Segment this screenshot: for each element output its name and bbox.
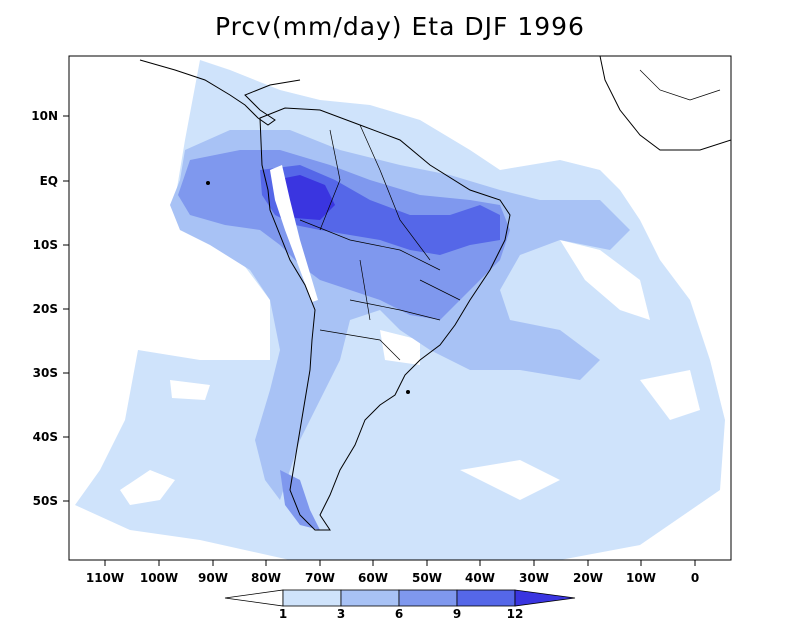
x-tick: 70W [305, 560, 335, 585]
map-title: Prcv(mm/day) Eta DJF 1996 [215, 12, 585, 41]
y-tick: 50S [33, 494, 69, 508]
y-tick: 20S [33, 302, 69, 316]
colorbar-segment [398, 589, 458, 607]
y-tick: 30S [33, 366, 69, 380]
x-tick-label: 50W [412, 571, 442, 585]
y-tick-label: EQ [40, 174, 58, 188]
africa-coastline [599, 56, 731, 151]
y-tick-label: 40S [33, 430, 58, 444]
central-america-coastline [139, 59, 301, 126]
galapagos-marker [206, 181, 210, 185]
x-tick: 110W [86, 560, 124, 585]
colorbar-segment-low [224, 589, 284, 607]
colorbar-segment [456, 589, 516, 607]
colorbar-segment [340, 589, 400, 607]
y-tick-label: 50S [33, 494, 58, 508]
x-axis: 110W 100W 90W 80W 70W 60W 50W 40W 30W 20… [86, 560, 699, 585]
x-tick-label: 90W [198, 571, 228, 585]
x-tick: 100W [140, 560, 178, 585]
colorbar: 1 3 6 9 12 [224, 589, 576, 618]
colorbar-label: 3 [337, 607, 345, 618]
y-tick: 40S [33, 430, 69, 444]
precip-patagonia [280, 470, 320, 530]
x-tick: 20W [573, 560, 603, 585]
colorbar-label: 6 [395, 607, 403, 618]
precip-field [75, 56, 731, 560]
x-tick: 90W [198, 560, 228, 585]
x-tick: 80W [251, 560, 281, 585]
y-tick-label: 10N [31, 109, 58, 123]
y-tick: 10N [31, 109, 69, 123]
x-tick: 40W [465, 560, 495, 585]
x-tick-label: 10W [626, 571, 656, 585]
x-tick-label: 0 [691, 571, 699, 585]
andes-ridge [270, 165, 318, 302]
y-tick-label: 20S [33, 302, 58, 316]
dry-gap-5 [380, 330, 420, 365]
plot-frame [68, 55, 732, 561]
x-tick-label: 100W [140, 571, 178, 585]
dry-gap-6 [170, 380, 210, 400]
dry-gap-4 [460, 460, 560, 500]
x-tick-label: 30W [519, 571, 549, 585]
south-america-coastline [259, 107, 511, 531]
precip-strong [178, 150, 510, 320]
country-borders [299, 69, 721, 361]
dry-gap-2 [560, 240, 650, 320]
colorbar-label: 12 [507, 607, 524, 618]
x-tick-label: 80W [251, 571, 281, 585]
x-tick-label: 40W [465, 571, 495, 585]
x-tick: 0 [691, 560, 699, 585]
y-tick: EQ [40, 174, 69, 188]
x-tick: 10W [626, 560, 656, 585]
x-tick: 30W [519, 560, 549, 585]
dry-gap-1 [120, 470, 175, 505]
y-tick-label: 30S [33, 366, 58, 380]
colorbar-label: 9 [453, 607, 461, 618]
dry-gap-3 [640, 370, 700, 420]
x-tick-label: 70W [305, 571, 335, 585]
x-tick-label: 110W [86, 571, 124, 585]
y-tick: 10S [33, 238, 69, 252]
x-tick-label: 60W [358, 571, 388, 585]
lagoon-marker [406, 390, 410, 394]
x-tick: 60W [358, 560, 388, 585]
colorbar-label: 1 [279, 607, 287, 618]
colorbar-segment [282, 589, 342, 607]
colorbar-segment-high [514, 589, 576, 607]
y-tick-label: 10S [33, 238, 58, 252]
y-axis: 10N EQ 10S 20S 30S 40S 50S [31, 109, 69, 508]
x-tick-label: 20W [573, 571, 603, 585]
x-tick: 50W [412, 560, 442, 585]
